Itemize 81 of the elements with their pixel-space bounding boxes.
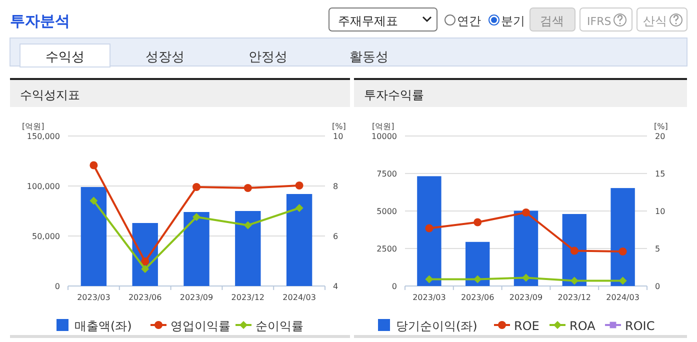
text: 주재무제표: [338, 14, 398, 28]
bar: [562, 214, 586, 286]
text: 연간: [457, 14, 481, 28]
y2-tick-label: 4: [333, 282, 338, 291]
bar: [80, 187, 107, 286]
legend-label: 영업이익률: [170, 319, 230, 333]
bar: [286, 194, 312, 286]
y2-tick-label: 20: [655, 132, 666, 141]
y-tick-label: 100,000: [26, 182, 60, 191]
x-tick-label: 2023/12: [231, 293, 265, 302]
point: [570, 276, 578, 285]
x-tick-label: 2023/09: [180, 293, 214, 302]
y-tick-label: 7500: [376, 170, 397, 178]
text: 산식: [643, 14, 667, 28]
x-tick-label: 2024/03: [282, 293, 316, 302]
x-tick-label: 2023/12: [558, 293, 592, 302]
point: [522, 274, 530, 282]
legend-label: 순이익률: [256, 319, 304, 333]
point: [141, 265, 150, 273]
point: [618, 248, 627, 256]
point: [192, 213, 200, 221]
bar: [417, 176, 442, 286]
y-tick-label: 5000: [376, 207, 397, 216]
y-tick-label: 2500: [376, 244, 397, 254]
y-axis-title: [억원]: [22, 122, 44, 131]
y2-tick-label: 10: [655, 207, 666, 216]
y-tick-label: 50,000: [32, 232, 60, 241]
point: [618, 276, 627, 285]
text: 투자분석: [10, 12, 70, 30]
point: [90, 161, 98, 170]
y2-tick-label: 5: [655, 244, 660, 254]
y2-tick-label: 6: [333, 232, 338, 241]
y2-tick-label: 15: [655, 170, 666, 178]
point: [244, 184, 252, 192]
legend-label: ROE: [514, 319, 540, 333]
point: [474, 275, 482, 284]
bar: [514, 210, 538, 286]
x-tick-label: 2023/09: [509, 293, 543, 302]
legend-label: 당기순이익(좌): [396, 319, 478, 333]
point: [295, 204, 304, 212]
bar: [610, 188, 635, 286]
text: 안정성: [248, 50, 288, 65]
chart-title: 투자수익률: [364, 88, 424, 102]
y-tick-label: 150,000: [26, 132, 60, 141]
x-tick-label: 2024/03: [606, 293, 640, 302]
x-tick-label: 2023/03: [77, 293, 110, 302]
bar: [184, 212, 210, 286]
bar: [235, 211, 261, 286]
y2-axis-title: [%]: [654, 122, 668, 131]
point: [570, 246, 578, 255]
text: 성장성: [146, 50, 184, 65]
point: [295, 182, 304, 190]
y-tick-label: 0: [392, 282, 397, 291]
bar: [466, 242, 490, 286]
point: [244, 221, 252, 230]
point: [522, 208, 530, 216]
x-tick-label: 2023/06: [128, 293, 162, 302]
y2-tick-label: 10: [333, 132, 344, 141]
legend-label: ROIC: [625, 319, 655, 333]
x-tick-label: 2023/03: [412, 293, 446, 302]
point: [425, 224, 434, 232]
y-tick-label: 0: [54, 282, 60, 291]
text: 수익성: [46, 50, 84, 65]
y2-axis-title: [%]: [332, 122, 346, 131]
point: [192, 183, 200, 191]
y-axis-title: [억원]: [372, 122, 394, 131]
point: [474, 218, 482, 226]
chart-title: 수익성지표: [20, 88, 80, 102]
legend-label: ROA: [570, 319, 596, 333]
text: 분기: [501, 14, 525, 28]
y-tick-label: 10000: [372, 132, 397, 141]
text: 활동성: [350, 50, 388, 65]
y2-tick-label: 8: [333, 182, 338, 191]
text: IFRS: [587, 15, 612, 28]
point: [425, 275, 434, 284]
text: 검색: [540, 14, 564, 28]
y2-tick-label: 0: [655, 282, 660, 291]
point: [90, 196, 98, 205]
point: [141, 258, 150, 266]
legend-label: 매출액(좌): [74, 319, 132, 333]
x-tick-label: 2023/06: [460, 293, 494, 302]
